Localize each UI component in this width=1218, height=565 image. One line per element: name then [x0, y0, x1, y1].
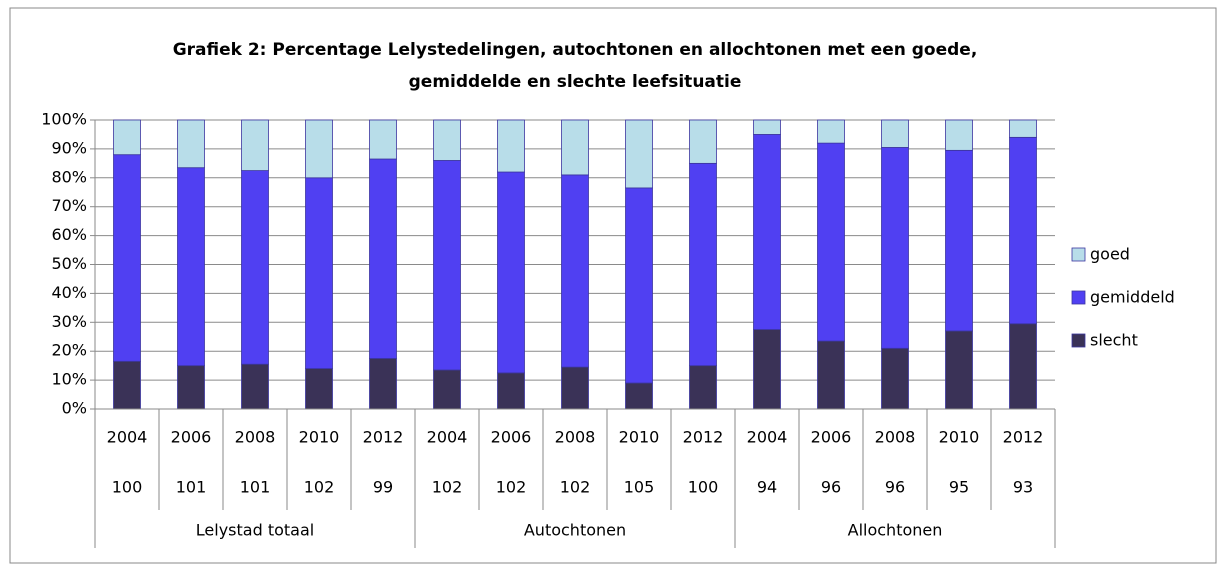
x-tick-label: 2010 [939, 428, 980, 447]
bar-segment [433, 160, 461, 371]
bar-segment [689, 119, 717, 164]
bar-segment [753, 119, 781, 135]
bar-segment [689, 365, 717, 410]
count-label: 102 [560, 478, 591, 497]
bar-segment [1009, 136, 1037, 325]
legend-label: goed [1090, 245, 1130, 264]
y-tick-label: 90% [51, 138, 87, 157]
y-tick-label: 100% [41, 110, 87, 129]
bar-segment [561, 366, 589, 410]
x-tick-label: 2008 [555, 428, 596, 447]
x-tick-label: 2006 [811, 428, 852, 447]
count-label: 101 [176, 478, 207, 497]
bar-segment [113, 360, 141, 410]
bar-segment [305, 368, 333, 410]
group-label: Lelystad totaal [196, 521, 314, 540]
y-tick-label: 20% [51, 341, 87, 360]
x-tick-label: 2008 [235, 428, 276, 447]
bar-segment [1009, 119, 1037, 138]
bar-segment [817, 119, 845, 144]
bar-segment [753, 134, 781, 330]
x-tick-label: 2004 [427, 428, 468, 447]
x-tick-label: 2006 [491, 428, 532, 447]
y-tick-label: 30% [51, 312, 87, 331]
count-label: 102 [496, 478, 527, 497]
bar-segment [177, 119, 205, 169]
bar-segment [561, 119, 589, 176]
count-label: 102 [304, 478, 335, 497]
bar-segment [945, 149, 973, 332]
x-tick-label: 2010 [619, 428, 660, 447]
bar-segment [625, 382, 653, 410]
legend-swatch [1071, 333, 1086, 348]
bar-segment [881, 119, 909, 148]
bar-segment [433, 119, 461, 161]
bar-segment [305, 119, 333, 179]
count-label: 99 [373, 478, 393, 497]
bar-segment [817, 340, 845, 410]
count-label: 105 [624, 478, 655, 497]
y-tick-label: 50% [51, 254, 87, 273]
bar-segment [241, 363, 269, 410]
bar-segment [241, 119, 269, 171]
bar-segment [561, 174, 589, 368]
bar-segment [305, 177, 333, 369]
chart-title: gemiddelde en slechte leefsituatie [409, 72, 742, 92]
bar-segment [369, 358, 397, 410]
bar-segment [945, 330, 973, 410]
x-tick-label: 2004 [107, 428, 148, 447]
y-tick-label: 40% [51, 283, 87, 302]
bar-segment [113, 154, 141, 362]
count-label: 96 [821, 478, 841, 497]
bar-segment [113, 119, 141, 156]
bar-segment [945, 119, 973, 151]
bar-segment [497, 171, 525, 374]
bar-segment [369, 158, 397, 359]
bar-segment [689, 162, 717, 367]
x-tick-label: 2012 [363, 428, 404, 447]
bar-segment [881, 347, 909, 410]
bar-segment [177, 167, 205, 367]
legend-label: slecht [1090, 331, 1138, 350]
x-tick-label: 2006 [171, 428, 212, 447]
bar-segment [497, 372, 525, 410]
count-label: 102 [432, 478, 463, 497]
y-tick-label: 10% [51, 370, 87, 389]
chart-title: Grafiek 2: Percentage Lelystedelingen, a… [173, 40, 978, 60]
count-label: 93 [1013, 478, 1033, 497]
x-tick-label: 2010 [299, 428, 340, 447]
count-label: 100 [688, 478, 719, 497]
count-label: 100 [112, 478, 143, 497]
bar-segment [881, 147, 909, 349]
bar-segment [625, 187, 653, 384]
group-label: Allochtonen [848, 521, 943, 540]
y-tick-label: 60% [51, 225, 87, 244]
group-label: Autochtonen [524, 521, 626, 540]
y-tick-label: 80% [51, 167, 87, 186]
bar-segment [433, 369, 461, 410]
count-label: 96 [885, 478, 905, 497]
bar-segment [817, 142, 845, 342]
x-tick-label: 2008 [875, 428, 916, 447]
bar-segment [369, 119, 397, 160]
count-label: 101 [240, 478, 271, 497]
legend-swatch [1071, 290, 1086, 305]
legend-swatch [1071, 247, 1086, 262]
x-tick-label: 2012 [683, 428, 724, 447]
y-tick-label: 70% [51, 196, 87, 215]
bar-segment [1009, 323, 1037, 410]
count-label: 94 [757, 478, 777, 497]
bar-segment [241, 170, 269, 365]
x-tick-label: 2012 [1003, 428, 1044, 447]
bar-segment [497, 119, 525, 173]
bar-segment [625, 119, 653, 189]
y-tick-label: 0% [62, 399, 87, 418]
legend-label: gemiddeld [1090, 288, 1175, 307]
count-label: 95 [949, 478, 969, 497]
bar-segment [177, 365, 205, 410]
x-tick-label: 2004 [747, 428, 788, 447]
bar-segment [753, 329, 781, 410]
